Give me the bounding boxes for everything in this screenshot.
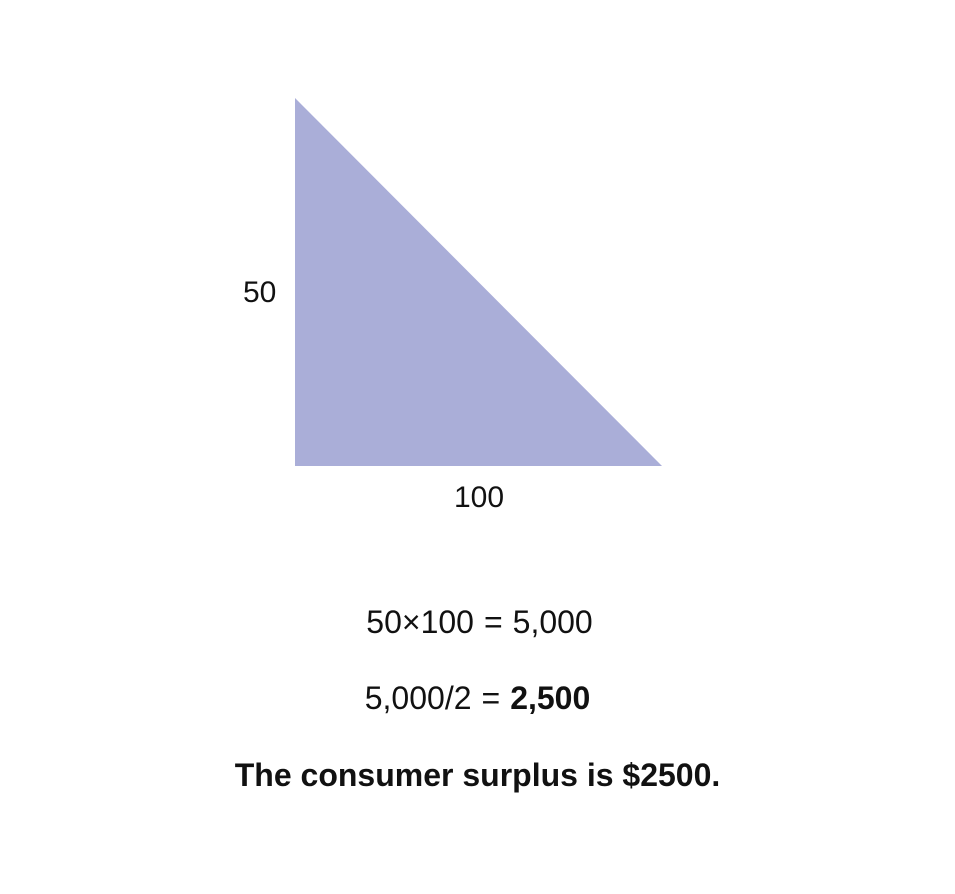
division-expression: 5,000/2 [364,680,472,716]
triangle-base-label: 100 [453,481,505,514]
consumer-surplus-triangle [295,98,662,466]
multiplication-result: 5,000 [512,604,593,640]
multiplication-equation: 50×100 = 5,000 [2,606,955,638]
triangle-height-label: 50 [243,276,277,309]
division-result: 2,500 [510,680,591,716]
division-equation: 5,000/2 = 2,500 [0,682,955,714]
conclusion-statement: The consumer surplus is $2500. [234,757,721,793]
equals-sign: = [481,680,501,716]
multiplication-expression: 50×100 [366,604,474,640]
equals-sign: = [483,604,503,640]
